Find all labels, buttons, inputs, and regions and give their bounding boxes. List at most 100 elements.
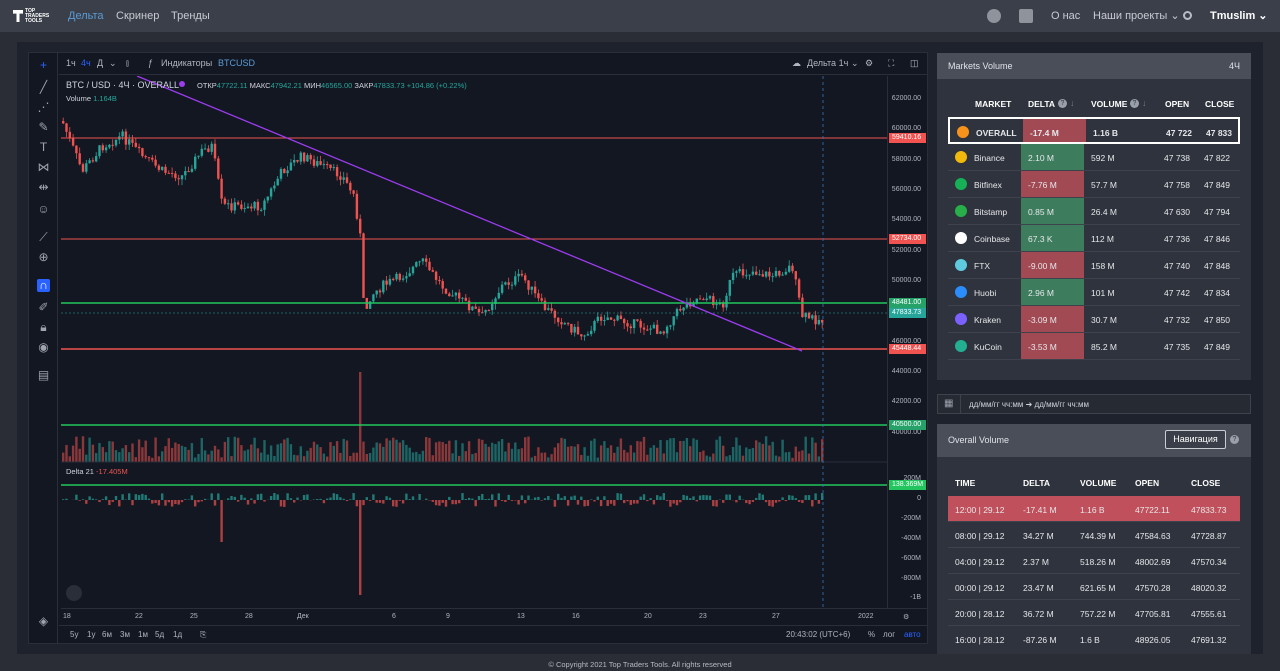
overall-row[interactable]: 08:00 | 29.12 34.27 M 744.39 M 47584.63 4772… xyxy=(948,522,1240,548)
trendline-icon[interactable]: ╱ xyxy=(39,80,48,94)
nav-about[interactable]: О нас xyxy=(1051,10,1081,22)
delta-bar xyxy=(401,500,405,504)
twitter-icon[interactable] xyxy=(1019,9,1033,23)
price-scale[interactable]: 62000.00 60000.00 58000.00 56000.00 5400… xyxy=(887,76,927,608)
help-icon[interactable]: ? xyxy=(1130,99,1139,108)
brush-icon[interactable]: ✎ xyxy=(38,120,49,134)
market-row[interactable]: Huobi 2.96 M 101 M 47 742 47 834 xyxy=(948,279,1240,306)
candle-body xyxy=(814,315,817,325)
chevron-down-icon[interactable]: ⌄ xyxy=(109,58,117,68)
nav-delta[interactable]: Дельта xyxy=(68,10,104,22)
range-6m[interactable]: 6м xyxy=(102,630,112,639)
volume-bar xyxy=(530,457,533,462)
indicators-button[interactable]: Индикаторы xyxy=(161,58,213,68)
delta-bar xyxy=(652,500,656,505)
nav-trends[interactable]: Тренды xyxy=(171,10,210,22)
logo[interactable]: TOP TRADERS TOOLS xyxy=(13,8,51,23)
pitchfork-icon[interactable]: ⋰ xyxy=(37,100,50,114)
delta-bar xyxy=(217,493,220,500)
sort-icon[interactable]: ↓ xyxy=(1142,98,1147,108)
trash-icon[interactable]: ▤ xyxy=(37,368,50,382)
time-scale[interactable]: 18 22 25 28 Дек 6 9 13 16 20 23 27 2022 … xyxy=(61,608,927,622)
candle-type-icon[interactable]: ⫾ xyxy=(126,58,129,68)
col-delta[interactable]: DELTA xyxy=(1028,99,1056,109)
interval-1h[interactable]: 1ч xyxy=(66,58,76,68)
emoji-icon[interactable]: ☺ xyxy=(37,202,50,216)
gear-icon[interactable]: ⚙ xyxy=(903,614,910,621)
chevron-down-icon[interactable]: ⌄ xyxy=(851,58,859,68)
volume-bar xyxy=(164,446,167,462)
symbol-button[interactable]: BTCUSD xyxy=(218,58,256,68)
volume-bar xyxy=(685,438,689,462)
nav-screener[interactable]: Скринер xyxy=(116,10,160,22)
col-open[interactable]: OPEN xyxy=(1165,99,1190,109)
col-close[interactable]: CLOSE xyxy=(1205,99,1235,109)
range-5y[interactable]: 5y xyxy=(70,630,79,639)
pattern-icon[interactable]: ⋈ xyxy=(37,160,50,174)
indicators-icon[interactable]: ƒ xyxy=(148,58,154,68)
range-1y[interactable]: 1y xyxy=(87,630,96,639)
calendar-icon[interactable]: ▦ xyxy=(944,398,954,409)
interval-1d[interactable]: Д xyxy=(97,58,104,68)
overall-row[interactable]: 04:00 | 29.12 2.37 M 518.26 M 48002.69 47570… xyxy=(948,548,1240,574)
delta-interval-select[interactable]: Дельта 1ч xyxy=(807,58,849,68)
volume-bar xyxy=(718,436,722,462)
percent-toggle[interactable]: % xyxy=(868,630,876,639)
navigation-button[interactable]: Навигация xyxy=(1165,430,1226,449)
range-3m[interactable]: 3м xyxy=(120,630,130,639)
theme-toggle-icon[interactable] xyxy=(1183,11,1192,20)
ruler-icon[interactable]: ⟋ xyxy=(39,230,48,244)
help-icon[interactable]: ? xyxy=(1230,435,1239,444)
zoom-icon[interactable]: ⊕ xyxy=(38,250,49,264)
settings-icon[interactable]: ⚙ xyxy=(865,58,874,68)
eye-icon[interactable]: ◉ xyxy=(38,340,49,354)
delta-bar xyxy=(85,500,88,504)
sort-icon[interactable]: ↓ xyxy=(1070,98,1075,108)
text-icon[interactable]: T xyxy=(39,140,48,154)
market-row[interactable]: FTX -9.00 M 158 M 47 740 47 848 xyxy=(948,252,1240,279)
row-volume: 757.22 M xyxy=(1080,609,1116,619)
lock-icon[interactable]: 🔒︎ xyxy=(40,320,47,334)
market-row[interactable]: KuCoin -3.53 M 85.2 M 47 735 47 849 xyxy=(948,333,1240,360)
candle-body xyxy=(401,278,405,280)
range-1m[interactable]: 1м xyxy=(138,630,148,639)
layers-icon[interactable]: ◈ xyxy=(38,614,49,628)
delta-cell xyxy=(1021,333,1084,359)
magnet-icon[interactable]: ∩ xyxy=(37,279,50,292)
market-row[interactable]: Bitfinex -7.76 M 57.7 M 47 758 47 849 xyxy=(948,171,1240,198)
col-market[interactable]: MARKET xyxy=(975,99,1012,109)
overall-row[interactable]: 12:00 | 29.12 -17.41 M 1.16 B 47722.11 47833… xyxy=(948,496,1240,522)
overall-row[interactable]: 20:00 | 28.12 36.72 M 757.22 M 47705.81 4755… xyxy=(948,600,1240,626)
interval-4h[interactable]: 4ч xyxy=(81,58,91,68)
measure-icon[interactable]: ⇹ xyxy=(38,180,49,194)
crosshair-icon[interactable]: + xyxy=(39,58,47,72)
lock-drawings-icon[interactable]: ✐ xyxy=(38,300,49,314)
market-row[interactable]: Kraken -3.09 M 30.7 M 47 732 47 850 xyxy=(948,306,1240,333)
user-menu[interactable]: Tmuslim ⌄ xyxy=(1210,0,1268,32)
range-1d[interactable]: 1д xyxy=(173,630,183,639)
market-row[interactable]: Coinbase 67.3 K 112 M 47 736 47 846 xyxy=(948,225,1240,252)
date-range-picker[interactable]: ▦ дд/мм/гг чч:мм ➔ дд/мм/гг чч:мм xyxy=(937,394,1251,414)
telegram-icon[interactable] xyxy=(987,9,1001,23)
cloud-icon[interactable]: ☁ xyxy=(792,58,801,68)
date-range-icon[interactable]: ⎘ xyxy=(200,630,207,639)
overall-row[interactable]: 16:00 | 28.12 -87.26 M 1.6 B 48926.05 47691.… xyxy=(948,626,1240,652)
market-row[interactable]: Bitstamp 0.85 M 26.4 M 47 630 47 794 xyxy=(948,198,1240,225)
delta-bar xyxy=(256,494,260,500)
range-5d[interactable]: 5д xyxy=(155,630,165,639)
market-row[interactable]: Binance 2.10 M 592 M 47 738 47 822 xyxy=(948,144,1240,171)
delta-bar xyxy=(728,494,731,500)
col-volume[interactable]: VOLUME xyxy=(1091,99,1128,109)
log-toggle[interactable]: лог xyxy=(883,630,896,639)
price-chart[interactable] xyxy=(61,76,887,608)
candle-body xyxy=(114,139,118,146)
auto-toggle[interactable]: авто xyxy=(904,630,921,639)
overall-row[interactable]: 00:00 | 29.12 23.47 M 621.65 M 47570.28 4802… xyxy=(948,574,1240,600)
date-range-input[interactable]: дд/мм/гг чч:мм ➔ дд/мм/гг чч:мм xyxy=(969,400,1089,409)
volume-bar xyxy=(98,443,101,462)
market-row[interactable]: OVERALL -17.4 M 1.16 B 47 722 47 833 xyxy=(948,117,1240,144)
help-icon[interactable]: ? xyxy=(1058,99,1067,108)
camera-icon[interactable]: ◫ xyxy=(910,58,919,68)
fullscreen-icon[interactable]: ⛶ xyxy=(888,58,895,68)
nav-projects[interactable]: Наши проекты ⌄ xyxy=(1093,0,1180,32)
